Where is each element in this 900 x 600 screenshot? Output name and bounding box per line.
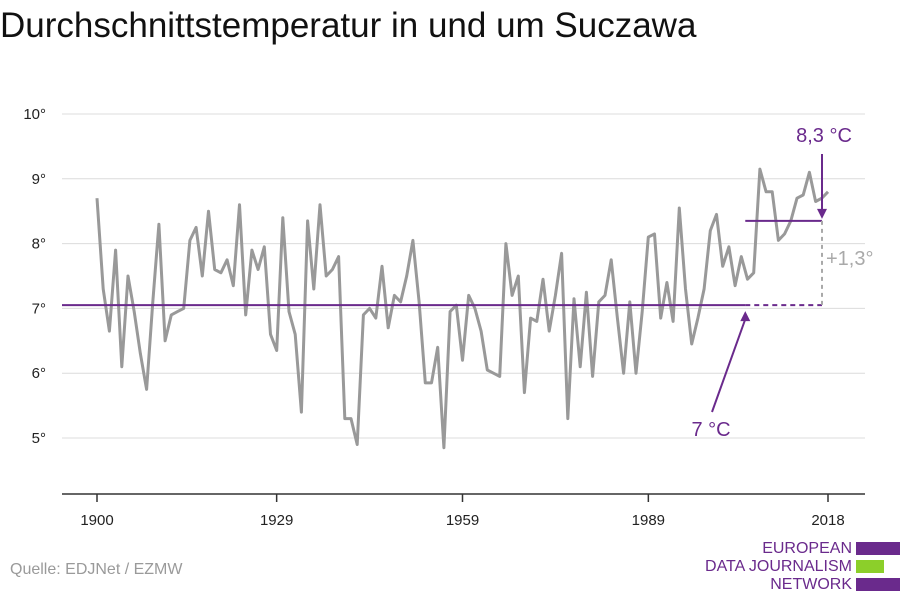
x-tick-label: 1959 [446,512,479,529]
x-tick-label: 1989 [632,512,665,529]
y-tick-label: 8° [32,236,46,253]
annotation-difference: +1,3° [826,248,873,270]
x-tick-label: 1900 [80,512,113,529]
y-tick-label: 5° [32,430,46,447]
edjnet-logo: EUROPEAN DATA JOURNALISM NETWORK [700,538,900,600]
logo-bar-2 [856,560,884,573]
y-axis-tick-labels: 5° 6° 7° 8° 9° 10° [23,106,46,447]
logo-bar-1 [856,542,900,555]
x-tick-label: 2018 [811,512,844,529]
y-tick-label: 10° [23,106,46,123]
logo-line-2: DATA JOURNALISM [705,558,852,575]
source-note: Quelle: EDJNet / EZMW [10,561,183,578]
logo-line-1: EUROPEAN [762,540,852,557]
y-tick-label: 9° [32,171,46,188]
x-axis-ticks: 1900 1929 1959 1989 2018 [80,494,845,529]
x-tick-label: 1929 [260,512,293,529]
arrow-recent-head [817,208,827,219]
annotation-arrows [711,154,827,413]
logo-bar-3 [856,578,900,591]
chart-title: Durchschnittstemperatur in und um Suczaw… [0,6,697,45]
series-line-temperature [95,167,830,450]
grid-lines [62,113,865,439]
arrow-baseline-shaft [711,318,747,413]
logo-line-3: NETWORK [770,576,852,593]
annotation-recent-mean: 8,3 °C [796,125,852,147]
arrow-baseline-head [740,311,751,322]
annotation-baseline-mean: 7 °C [691,419,730,441]
y-tick-label: 7° [32,300,46,317]
y-tick-label: 6° [32,365,46,382]
reference-lines [62,219,823,307]
